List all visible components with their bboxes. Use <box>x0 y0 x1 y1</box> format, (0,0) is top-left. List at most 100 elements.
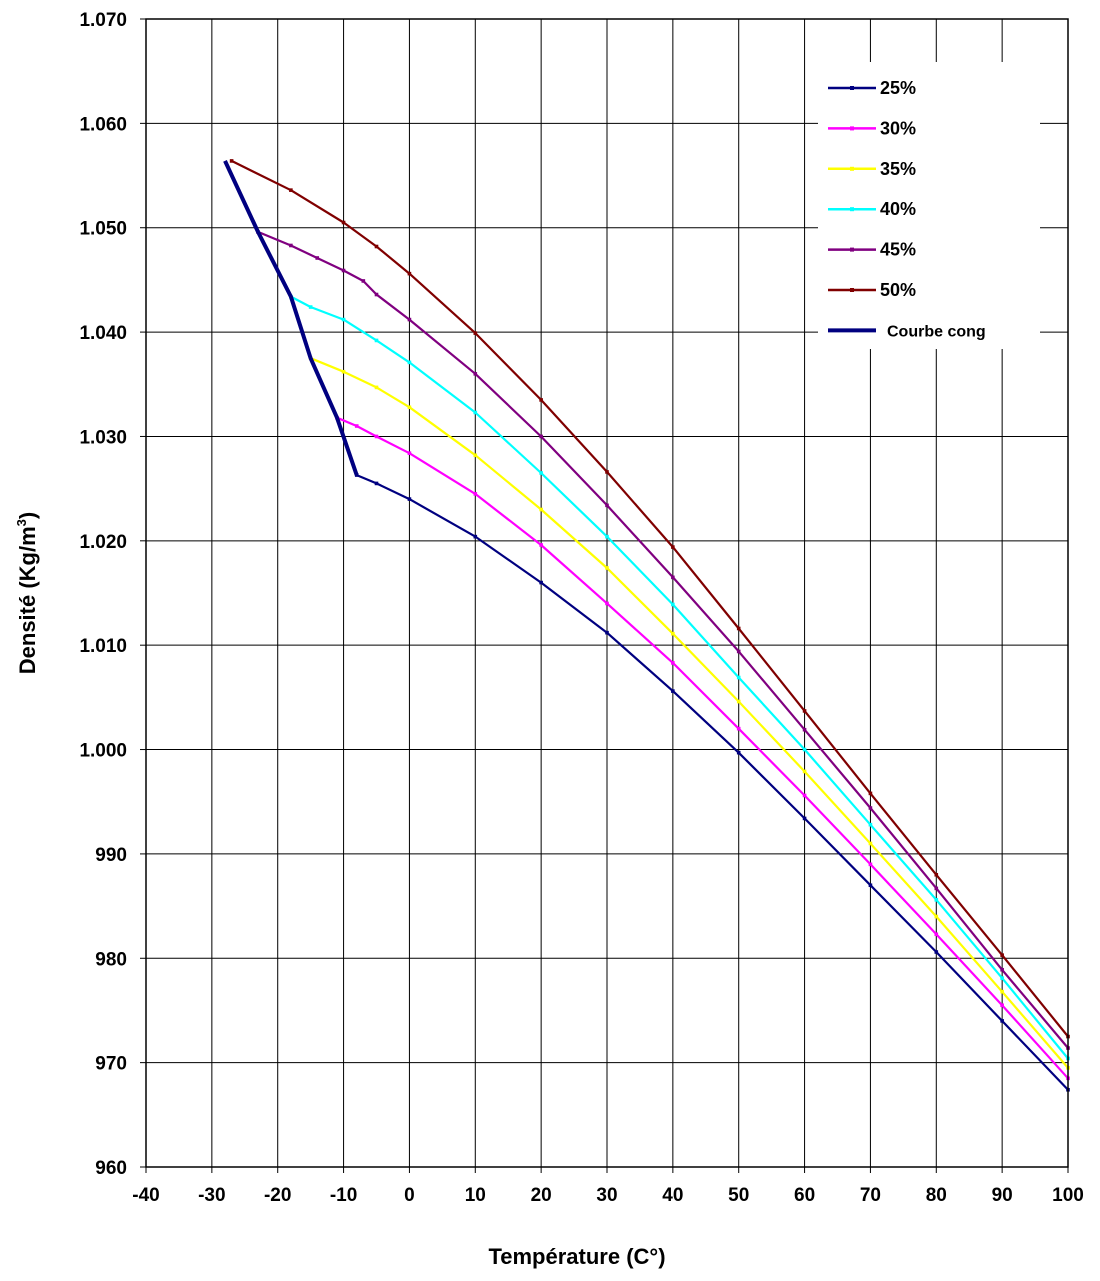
x-tick-label: 60 <box>794 1185 815 1206</box>
data-point <box>407 271 412 276</box>
data-point <box>539 471 543 475</box>
x-tick-label: 40 <box>662 1185 683 1206</box>
x-tick-label: -30 <box>198 1185 225 1206</box>
data-point <box>736 675 741 680</box>
x-tick-label: 10 <box>465 1185 486 1206</box>
x-axis-title: Température (C°) <box>488 1244 665 1269</box>
x-tick-label: -10 <box>330 1185 357 1206</box>
data-point <box>868 862 873 867</box>
data-point <box>605 566 609 570</box>
data-point <box>934 932 939 937</box>
y-tick-label: 1.020 <box>79 532 127 553</box>
data-point <box>315 256 320 260</box>
data-point <box>868 791 873 796</box>
data-point <box>473 372 478 376</box>
legend-label: 40% <box>880 199 916 219</box>
data-point <box>671 602 675 607</box>
series-lines <box>223 159 1070 1092</box>
x-tick-labels: -40 -30 -20 -10 0 10 20 30 40 50 60 70 80 90 100 <box>132 1185 1084 1206</box>
series-line-35pct <box>310 357 1069 1069</box>
x-tick-label: 90 <box>992 1185 1013 1206</box>
data-point <box>289 243 293 248</box>
data-point <box>539 434 543 439</box>
legend-label: Courbe cong <box>887 323 986 340</box>
data-point <box>473 410 478 415</box>
data-point <box>473 534 478 539</box>
data-point <box>802 816 807 821</box>
data-point <box>341 369 346 374</box>
data-point <box>736 750 741 755</box>
x-tick-label: 50 <box>728 1185 749 1206</box>
data-point <box>605 601 609 606</box>
data-point <box>671 661 675 665</box>
plot-border <box>145 18 1069 1168</box>
series-line-courbe-cong <box>223 160 359 476</box>
y-tick-label: 1.000 <box>79 741 127 762</box>
x-tick-label: -20 <box>264 1185 291 1206</box>
data-point <box>605 503 609 508</box>
y-axis-title: Densité (Kg/m3) <box>14 512 40 674</box>
y-tick-labels: 960 970 980 990 1.000 1.010 1.020 1.030 1.040 1.0… <box>79 10 127 1179</box>
data-point <box>671 689 675 693</box>
data-point <box>1000 1003 1004 1008</box>
data-point <box>868 806 873 810</box>
data-point <box>1000 967 1004 972</box>
legend-label: 45% <box>880 240 916 260</box>
x-tick-label: 80 <box>926 1185 947 1206</box>
y-axis-title-superscript: 3 <box>14 519 29 526</box>
data-point <box>374 385 379 390</box>
x-tick-label: 70 <box>860 1185 881 1206</box>
data-point <box>736 649 741 654</box>
data-point <box>736 626 741 631</box>
data-point <box>473 331 478 335</box>
data-point <box>539 543 543 547</box>
data-point <box>671 631 675 636</box>
data-point <box>374 292 379 297</box>
legend: 25% 30% 35% 40% 45% 50% Courbe cong <box>828 78 986 340</box>
y-tick-label: 1.070 <box>79 10 127 31</box>
data-point <box>802 709 807 713</box>
data-point <box>1000 976 1004 980</box>
x-tick-label: 30 <box>596 1185 617 1206</box>
data-point <box>868 883 873 888</box>
data-point <box>407 451 412 455</box>
data-point <box>539 507 543 512</box>
data-point <box>407 405 412 410</box>
y-axis-title-main: Densité (Kg/m <box>15 526 40 674</box>
legend-marker <box>850 126 854 131</box>
data-point <box>539 580 543 585</box>
data-point <box>473 492 478 496</box>
data-point <box>407 360 412 365</box>
x-tick-label: 20 <box>531 1185 552 1206</box>
data-point <box>605 470 609 474</box>
data-point <box>289 188 293 192</box>
data-point <box>407 497 412 501</box>
y-tick-label: 1.030 <box>79 427 127 448</box>
data-point <box>802 793 807 798</box>
y-axis-title-end: ) <box>15 512 40 519</box>
y-tick-label: 1.010 <box>79 636 127 657</box>
data-point <box>605 534 609 539</box>
data-point <box>354 424 359 428</box>
y-tick-label: 970 <box>95 1054 127 1075</box>
legend-marker <box>850 288 854 292</box>
data-point <box>341 317 346 322</box>
y-tick-label: 1.050 <box>79 219 127 240</box>
data-point <box>473 453 478 458</box>
x-tick-label: -40 <box>132 1185 159 1206</box>
data-point <box>934 914 939 919</box>
data-point <box>802 727 807 732</box>
legend-box <box>818 62 1040 349</box>
data-point <box>1000 1019 1004 1023</box>
legend-label: 30% <box>880 118 916 138</box>
data-point <box>407 317 412 322</box>
y-tick-label: 1.060 <box>79 114 127 135</box>
data-point <box>671 575 675 580</box>
data-point <box>802 769 807 774</box>
data-point <box>308 305 313 309</box>
data-point <box>605 630 609 635</box>
legend-label: 50% <box>880 280 916 300</box>
data-point <box>539 398 543 402</box>
data-point <box>361 279 366 283</box>
